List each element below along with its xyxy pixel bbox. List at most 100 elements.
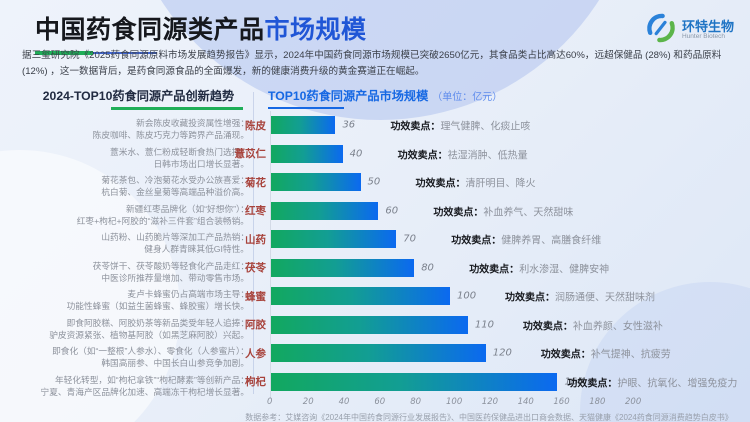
trend-line2: 功能性蜂蜜（如益生菌蜂蜜、蜂胶蜜）增长快。 <box>66 301 249 312</box>
trend-line1: 茯苓饼干、茯苓酸奶等轻食化产品走红： <box>92 260 249 271</box>
underline-green <box>35 51 93 55</box>
trend-item: 新疆红枣品牌化（如“好想你”）： 红枣+枸杞+阿胶的“滋补三件套”组合装畅销。 <box>28 201 249 230</box>
logo: 环特生物 Hunter Biotech <box>645 12 734 49</box>
trends-title: 2024-TOP10药食同源产品创新趋势 <box>42 89 235 103</box>
trend-line1: 年轻化转型，如“枸杞拿铁”“枸杞酵素”等创新产品： <box>54 374 249 385</box>
chart-bar <box>271 144 343 163</box>
trend-line2: 日韩市场出口增长显著。 <box>153 158 249 169</box>
x-tick: 40 <box>338 397 350 407</box>
bar-track: 160 功效卖点：护眼、抗氧化、增强免疫力 <box>271 368 746 397</box>
logo-subtitle: Hunter Biotech <box>681 32 725 40</box>
selling-points-text: 利水渗湿、健脾安神 <box>519 264 610 276</box>
chart-body: 陈皮 36 功效卖点：理气健脾、化痰止咳 薏苡仁 40 功效卖点：祛湿消肿、低热量 菊花 50… <box>232 111 746 422</box>
selling-points: 功效卖点：理气健脾、化痰止咳 <box>390 118 530 133</box>
selling-points-prefix: 功效卖点： <box>415 178 466 190</box>
selling-points-text: 理气健脾、化痰止咳 <box>440 121 531 133</box>
chart-bar <box>271 258 415 277</box>
trend-line2: 杭白菊、金丝皇菊等高端品种溢价高。 <box>101 187 249 198</box>
bar-track: 36 功效卖点：理气健脾、化痰止咳 <box>271 111 746 140</box>
selling-points-text: 健脾养胃、高膳食纤维 <box>501 235 602 247</box>
trend-item: 即食阿胶糕、阿胶奶茶等新品类受年轻人追捧： 驴皮资源紧张、植物基阿胶（如黑芝麻阿胶… <box>28 315 249 344</box>
trend-line1: 菊花茶包、冷泡菊花水受办公族喜爱： <box>101 175 249 186</box>
trend-line2: 宁夏、青海产区品牌化加速、高端冻干枸杞增长显著。 <box>40 386 250 397</box>
trend-line2: 陈皮咖啡、陈皮巧克力等跨界产品涌现。 <box>92 130 249 141</box>
trend-line1: 即食化（如“一整根”人参水）、零食化（人参蜜片）： <box>52 346 249 357</box>
bar-track: 60 功效卖点：补血养气、天然甜味 <box>271 197 746 226</box>
value-label: 50 <box>367 176 381 188</box>
chart-bar <box>271 116 336 135</box>
selling-points: 功效卖点：清肝明目、降火 <box>416 175 536 190</box>
bar-track: 40 功效卖点：祛湿消肿、低热量 <box>271 140 746 169</box>
trend-line2: 驴皮资源紧张、植物基阿胶（如黑芝麻阿胶）兴起。 <box>49 329 249 340</box>
hunter-biotech-logo-icon <box>645 12 677 49</box>
selling-points: 功效卖点：补气提神、抗疲劳 <box>541 346 671 361</box>
selling-points-prefix: 功效卖点： <box>567 378 618 390</box>
category-label: 山药 <box>245 233 266 246</box>
selling-points-prefix: 功效卖点： <box>433 207 484 219</box>
trend-item: 菊花茶包、冷泡菊花水受办公族喜爱： 杭白菊、金丝皇菊等高端品种溢价高。 <box>28 172 249 201</box>
chart-title-underline <box>268 107 344 109</box>
selling-points-prefix: 功效卖点： <box>390 121 441 133</box>
data-source: 数据参考：艾媒咨询《2024年中国药食同源行业发展报告》、中国医药保健品进出口商… <box>245 413 733 422</box>
trend-line2: 健身人群青睐其低GI特性。 <box>144 244 249 255</box>
selling-points-prefix: 功效卖点： <box>540 349 591 361</box>
value-label: 36 <box>342 119 356 131</box>
bar-track: 70 功效卖点：健脾养胃、高膳食纤维 <box>271 225 746 254</box>
value-label: 70 <box>403 233 417 245</box>
value-label: 60 <box>385 205 399 217</box>
category-label: 蜂蜜 <box>245 290 266 303</box>
selling-points: 功效卖点：润肠通便、天然甜味剂 <box>505 289 655 304</box>
selling-points-prefix: 功效卖点： <box>469 264 520 276</box>
chart-bar <box>271 315 468 334</box>
bar-track: 50 功效卖点：清肝明目、降火 <box>271 168 746 197</box>
trend-line1: 麦卢卡蜂蜜仍占高端市场主导： <box>127 289 249 300</box>
selling-points-text: 护眼、抗氧化、增强免疫力 <box>617 378 738 390</box>
value-label: 40 <box>349 148 363 160</box>
x-tick: 100 <box>446 397 463 407</box>
chart-bar <box>271 201 379 220</box>
chart-bar <box>271 287 450 306</box>
selling-points-text: 补血养气、天然甜味 <box>483 207 574 219</box>
selling-points-prefix: 功效卖点： <box>397 150 448 162</box>
chart-bar <box>271 230 397 249</box>
page-title: 中国药食同源类产品市场规模 <box>35 10 367 46</box>
logo-text: 环特生物 Hunter Biotech <box>682 20 734 40</box>
trends-title-underline <box>111 107 243 110</box>
chart-row: 蜂蜜 100 功效卖点：润肠通便、天然甜味剂 <box>232 282 746 311</box>
selling-points-text: 清肝明目、降火 <box>465 178 536 190</box>
trend-line1: 山药粉、山药脆片等深加工产品热销： <box>101 232 249 243</box>
bar-track: 100 功效卖点：润肠通便、天然甜味剂 <box>271 282 746 311</box>
trend-item: 即食化（如“一整根”人参水）、零食化（人参蜜片）： 韩国高丽参、中国长白山参竞争加… <box>28 343 249 372</box>
trend-item: 山药粉、山药脆片等深加工产品热销： 健身人群青睐其低GI特性。 <box>28 229 249 258</box>
page-title-accent: 市场规模 <box>264 16 367 44</box>
value-label: 120 <box>492 347 512 359</box>
chart-row: 山药 70 功效卖点：健脾养胃、高膳食纤维 <box>232 225 746 254</box>
trend-line1: 薏米水、薏仁粉成轻断食热门选择： <box>110 146 249 157</box>
selling-points: 功效卖点：健脾养胃、高膳食纤维 <box>451 232 601 247</box>
x-tick: 80 <box>410 397 422 407</box>
x-tick: 200 <box>625 397 642 407</box>
chart-row: 阿胶 110 功效卖点：补血养颜、女性滋补 <box>232 311 746 340</box>
category-label: 茯苓 <box>245 262 266 275</box>
underline-blue <box>93 52 157 54</box>
chart-bar <box>271 344 486 363</box>
trend-line2: 韩国高丽参、中国长白山参竞争加剧。 <box>101 358 249 369</box>
trend-line2: 红枣+枸杞+阿胶的“滋补三件套”组合装畅销。 <box>76 215 249 226</box>
y-axis-line <box>270 111 271 399</box>
selling-points: 功效卖点：利水渗湿、健脾安神 <box>469 260 609 275</box>
trend-item: 茯苓饼干、茯苓酸奶等轻食化产品走红： 中医诊所推荐量增加、带动零售市场。 <box>28 258 249 287</box>
page-title-main: 中国药食同源类产品 <box>35 16 265 44</box>
value-label: 100 <box>457 290 477 302</box>
selling-points: 功效卖点：补血养颜、女性滋补 <box>523 317 663 332</box>
category-label: 菊花 <box>245 176 266 189</box>
x-tick: 20 <box>302 397 314 407</box>
category-label: 陈皮 <box>245 119 266 132</box>
x-tick: 160 <box>553 397 570 407</box>
chart-bar <box>271 173 361 192</box>
x-tick: 140 <box>517 397 534 407</box>
selling-points: 功效卖点：补血养气、天然甜味 <box>433 203 573 218</box>
selling-points-text: 补血养颜、女性滋补 <box>572 321 663 333</box>
chart-panel: TOP10药食同源产品市场规模 （单位：亿元） 陈皮 36 功效卖点：理气健脾、化痰… <box>232 86 746 422</box>
chart-row: 陈皮 36 功效卖点：理气健脾、化痰止咳 <box>232 111 746 140</box>
